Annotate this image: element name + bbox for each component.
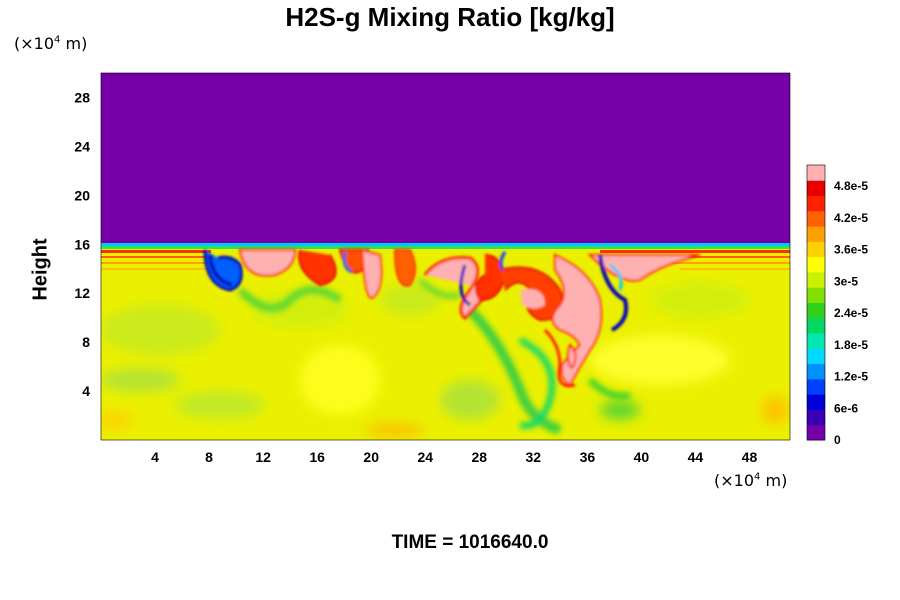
- colorbar-segment: [807, 317, 825, 334]
- colorbar-segment: [807, 271, 825, 288]
- mixing-plumes: [203, 248, 701, 388]
- colorbar-tick-label: 1.2e-5: [834, 370, 868, 384]
- y-axis-label: Height: [29, 238, 52, 301]
- y-tick-label: 12: [74, 285, 90, 301]
- colorbar-tick-labels: 0 6e-6 1.2e-5 1.8e-5 2.4e-5 3e-5 3.6e-5 4.2e-5 4…: [834, 179, 868, 447]
- x-tick-label: 28: [471, 449, 487, 465]
- colorbar-frame: [806, 164, 826, 441]
- x-tick-label: 12: [255, 449, 271, 465]
- chart-title: H2S-g Mixing Ratio [kg/kg]: [285, 2, 615, 32]
- colorbar-segment: [807, 394, 825, 410]
- colorbar-segment: [807, 210, 825, 227]
- x-tick-label: 4: [151, 449, 159, 465]
- colorbar-segment: [807, 195, 825, 212]
- colorbar: [806, 164, 826, 441]
- colorbar-tick-label: 3e-5: [834, 274, 858, 288]
- interface-band: [101, 250, 790, 270]
- y-tick-label: 28: [74, 89, 90, 105]
- y-axis-unit: (×104 m): [14, 34, 88, 53]
- y-tick-label: 20: [74, 187, 90, 203]
- x-axis-unit: (×104 m): [714, 471, 788, 490]
- colorbar-segment: [807, 378, 825, 395]
- colorbar-tick-label: 6e-6: [834, 401, 858, 415]
- y-tick-labels: 4 8 12 16 20 24 28: [74, 89, 90, 399]
- x-tick-label: 36: [580, 449, 596, 465]
- colorbar-tick-label: 1.8e-5: [834, 338, 868, 352]
- time-label: TIME = 1016640.0: [391, 532, 549, 553]
- y-tick-label: 8: [82, 334, 90, 350]
- x-tick-label: 40: [634, 449, 650, 465]
- colorbar-segment: [807, 226, 825, 242]
- x-tick-labels: 4 8 12 16 20 24 28 32 36 40 44 48: [151, 449, 757, 465]
- colorbar-segment: [807, 363, 825, 380]
- colorbar-segment: [807, 409, 825, 426]
- colorbar-tick-label: 4.2e-5: [834, 211, 868, 225]
- x-tick-label: 16: [309, 449, 325, 465]
- x-tick-label: 20: [363, 449, 379, 465]
- colorbar-segment: [807, 348, 825, 365]
- y-tick-label: 24: [74, 138, 90, 154]
- x-tick-label: 48: [742, 449, 758, 465]
- colorbar-segment: [807, 333, 825, 349]
- colorbar-segment: [807, 302, 825, 319]
- upper-layer-region: [101, 73, 790, 273]
- colorbar-tick-label: 0: [834, 433, 841, 447]
- colorbar-segment: [807, 424, 825, 441]
- x-tick-label: 8: [205, 449, 213, 465]
- y-tick-label: 4: [82, 383, 90, 399]
- x-tick-label: 24: [417, 449, 433, 465]
- heatmap-field: [101, 73, 790, 440]
- colorbar-tick-label: 3.6e-5: [834, 243, 868, 257]
- plot-frame: [100, 72, 791, 441]
- colorbar-segment: [807, 287, 825, 303]
- green-streaks: [237, 277, 631, 435]
- colorbar-segment: [807, 241, 825, 258]
- colorbar-segment: [807, 256, 825, 273]
- colorbar-tick-label: 4.8e-5: [834, 179, 868, 193]
- colorbar-segment: [807, 165, 825, 181]
- lower-layer-texture: [101, 282, 789, 436]
- colorbar-segment: [807, 180, 825, 197]
- interface-boundary: [101, 243, 790, 249]
- y-tick-label: 16: [74, 236, 90, 252]
- x-tick-label: 32: [526, 449, 542, 465]
- colorbar-tick-label: 2.4e-5: [834, 306, 868, 320]
- x-tick-label: 44: [688, 449, 704, 465]
